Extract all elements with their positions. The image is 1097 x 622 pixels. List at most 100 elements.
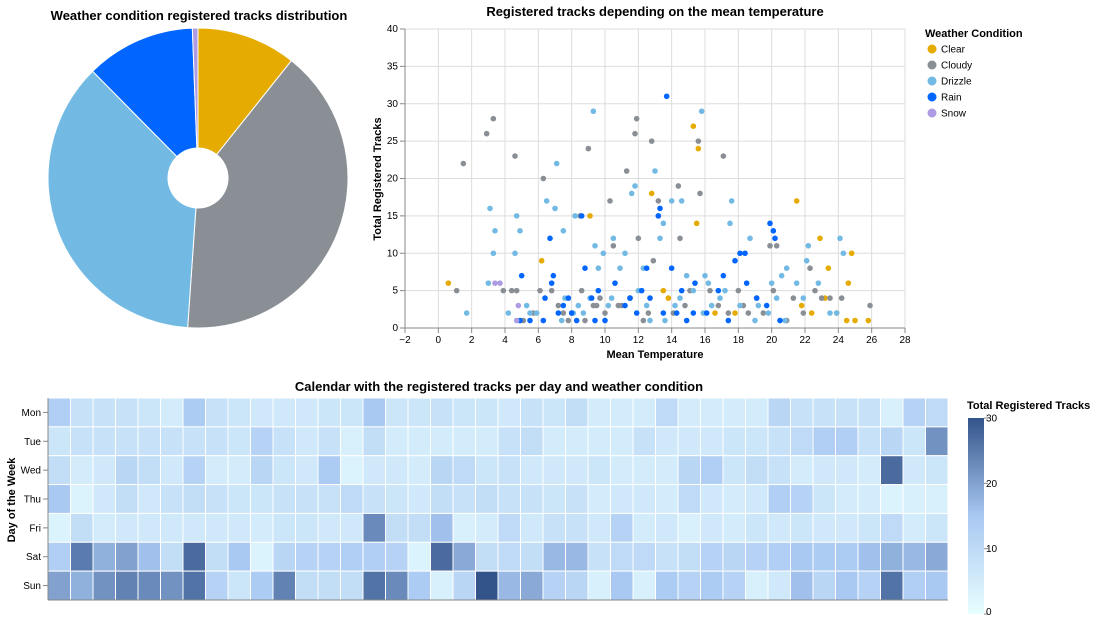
scatter-point-drizzle <box>840 250 847 257</box>
heatmap-cell <box>902 426 926 457</box>
scatter-point-rain <box>602 317 608 324</box>
legend-label-snow: Snow <box>941 109 967 120</box>
heatmap-legend-tick-label: 10 <box>986 544 998 555</box>
heatmap-cell <box>745 512 769 543</box>
scatter-point-cloudy <box>508 287 515 294</box>
heatmap-cell <box>295 541 319 572</box>
heatmap-cell <box>542 570 566 601</box>
scatter-point-cloudy <box>812 287 818 294</box>
scatter-point-cloudy <box>633 115 640 122</box>
heatmap-cell <box>565 397 589 428</box>
scatter-point-clear <box>848 250 855 257</box>
scatter-point-rain <box>777 317 783 324</box>
pie-slice-cloudy <box>187 59 349 329</box>
scatter-point-drizzle <box>668 198 675 204</box>
heatmap-cell <box>137 541 161 572</box>
pie-slices <box>47 27 349 329</box>
scatter-point-rain <box>668 265 675 272</box>
heatmap-cell <box>137 484 161 514</box>
heatmap-cell <box>160 484 184 514</box>
heatmap-cell <box>115 541 139 572</box>
scatter-point-clear <box>793 198 800 204</box>
scatter-chart-title: Registered tracks depending on the mean … <box>486 4 823 19</box>
scatter-point-cloudy <box>537 287 543 294</box>
scatter-point-drizzle <box>660 220 667 227</box>
heatmap-cell <box>430 397 454 428</box>
heatmap-cell <box>857 397 881 428</box>
scatter-point-cloudy <box>460 160 467 167</box>
scatter-point-cloudy <box>632 130 638 137</box>
heatmap-cell <box>340 570 364 601</box>
scatter-x-tick-label: 26 <box>866 335 878 346</box>
heatmap-cell <box>160 512 184 543</box>
heatmap-cell <box>205 455 229 486</box>
heatmap-chart: Calendar with the registered tracks per … <box>6 379 1090 618</box>
heatmap-cell <box>250 397 274 428</box>
scatter-point-drizzle <box>765 310 772 316</box>
scatter-y-tick-label: 5 <box>392 286 398 297</box>
scatter-point-clear <box>845 280 852 286</box>
heatmap-cell <box>722 455 746 486</box>
scatter-point-clear <box>693 220 700 227</box>
heatmap-cell <box>430 484 454 514</box>
heatmap-legend-tick-label: 0 <box>986 607 992 618</box>
heatmap-cell <box>542 455 566 486</box>
heatmap-legend: Total Registered Tracks 0 10 20 30 <box>967 400 1090 618</box>
scatter-point-clear <box>843 317 850 324</box>
scatter-point-clear <box>852 317 858 324</box>
scatter-y-tick-label: 20 <box>387 174 399 185</box>
heatmap-cell <box>655 541 679 572</box>
heatmap-cell <box>362 484 386 514</box>
scatter-point-cloudy <box>555 302 562 309</box>
heatmap-cell <box>700 484 724 514</box>
scatter-point-rain <box>725 317 732 324</box>
scatter-point-drizzle <box>652 168 658 174</box>
scatter-point-clear <box>817 235 823 242</box>
scatter-point-rain <box>770 228 777 234</box>
heatmap-cell <box>452 484 476 514</box>
scatter-point-rain <box>720 272 727 279</box>
scatter-point-clear <box>648 190 655 197</box>
heatmap-cell <box>655 570 679 601</box>
scatter-point-drizzle <box>610 235 617 242</box>
scatter-point-rain <box>743 280 750 286</box>
scatter-chart: Registered tracks depending on the mean … <box>372 4 1023 361</box>
scatter-point-drizzle <box>768 280 775 286</box>
heatmap-cell <box>475 484 499 514</box>
scatter-point-cloudy <box>578 287 585 294</box>
heatmap-cell <box>452 455 476 486</box>
heatmap-cell <box>137 426 161 457</box>
scatter-point-drizzle <box>517 228 523 234</box>
scatter-x-tick-label: 28 <box>899 335 911 346</box>
heatmap-cell <box>565 570 589 601</box>
heatmap-cell <box>767 541 791 572</box>
heatmap-legend-title: Total Registered Tracks <box>967 400 1090 412</box>
heatmap-cell <box>812 455 836 486</box>
scatter-point-rain <box>595 287 602 294</box>
scatter-point-clear <box>798 302 805 309</box>
scatter-point-drizzle <box>717 295 723 301</box>
scatter-y-tick-label: 30 <box>387 99 399 110</box>
heatmap-cell <box>700 397 724 428</box>
heatmap-cell <box>47 426 71 457</box>
scatter-point-cloudy <box>585 145 592 152</box>
heatmap-cell <box>925 541 949 572</box>
scatter-point-cloudy <box>827 295 833 301</box>
scatter-point-cloudy <box>770 287 777 294</box>
heatmap-cell <box>452 426 476 457</box>
heatmap-cell <box>677 426 701 457</box>
scatter-point-cloudy <box>650 257 657 264</box>
heatmap-cell <box>317 484 341 514</box>
heatmap-cell <box>610 426 634 457</box>
heatmap-cell <box>902 484 926 514</box>
scatter-point-drizzle <box>833 310 840 316</box>
scatter-point-drizzle <box>722 287 728 294</box>
heatmap-cell <box>92 426 116 457</box>
heatmap-cell <box>790 397 814 428</box>
scatter-point-cloudy <box>602 310 608 316</box>
heatmap-cell <box>632 512 656 543</box>
heatmap-cell <box>115 570 139 601</box>
scatter-point-drizzle <box>773 295 780 301</box>
heatmap-cell <box>70 397 94 428</box>
scatter-point-rain <box>742 250 748 257</box>
